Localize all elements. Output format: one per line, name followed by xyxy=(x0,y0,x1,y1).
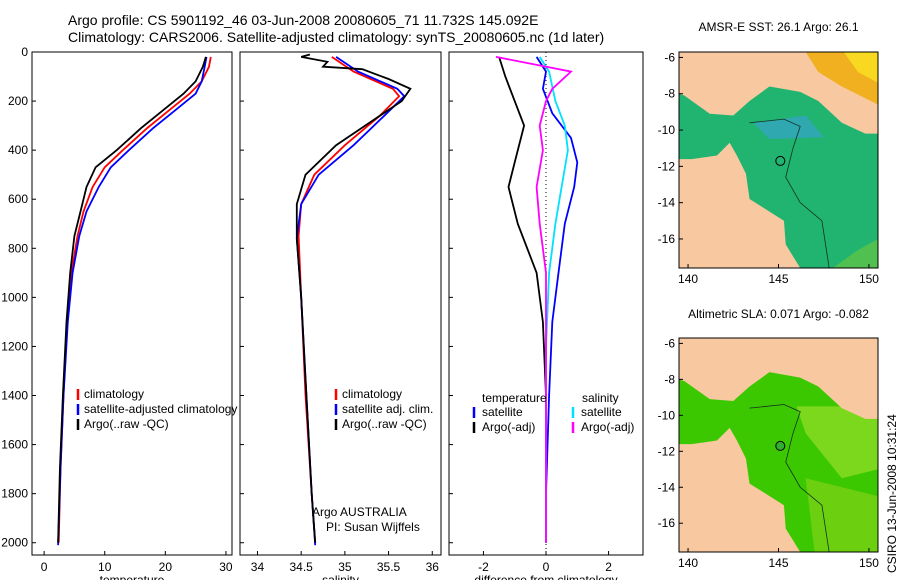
map-y-tick-label: -16 xyxy=(658,232,676,246)
salinity-panel: 34 34.5 35 35.5 36 salinity climatologysatelli… xyxy=(239,51,442,580)
plot-frame xyxy=(239,51,442,556)
map-x-tick-label: 150 xyxy=(859,556,879,570)
x-axis-label: temperature xyxy=(100,573,165,580)
x-tick-label: 2 xyxy=(605,560,612,574)
series-line-argorawqc xyxy=(295,53,412,543)
y-tick-label: 1000 xyxy=(1,290,28,304)
sla-map-panel: Altimetric SLA: 0.071 Argo: -0.082 140 145… xyxy=(658,307,880,570)
ocean-patch xyxy=(796,406,878,479)
map-y-tick-label: -16 xyxy=(658,516,676,530)
series-line-satelliteadjustedclimatology xyxy=(57,56,208,546)
warm-patch xyxy=(843,52,878,83)
legend-label: satellite-adjusted climatology xyxy=(84,402,237,416)
argo-float-marker xyxy=(775,155,786,166)
argo-label: Argo AUSTRALIA xyxy=(312,505,407,519)
legend-header: salinity xyxy=(582,391,619,405)
y-tick-label: 200 xyxy=(8,94,28,108)
x-axis-label: salinity xyxy=(322,573,359,580)
sst-map-panel: AMSR-E SST: 26.1 Argo: 26.1 140 145 150 -6 -8… xyxy=(658,20,880,286)
legend-label: satellite xyxy=(581,405,622,419)
x-tick-label: 35 xyxy=(338,560,352,574)
map-x-tick-label: 150 xyxy=(859,272,879,286)
x-tick-label: -2 xyxy=(478,560,489,574)
y-tick-label: 400 xyxy=(8,143,28,157)
contour-line xyxy=(749,404,830,553)
series-line-argoadj xyxy=(495,56,573,543)
x-tick-label: 20 xyxy=(159,560,173,574)
y-tick-label: 0 xyxy=(21,45,28,59)
y-tick-label: 1800 xyxy=(1,487,28,501)
ocean-patch xyxy=(832,238,878,268)
x-tick-label: 0 xyxy=(41,560,48,574)
legend-label: climatology xyxy=(342,387,402,401)
legend-label: satellite adj. clim. xyxy=(342,402,433,416)
ocean-patch xyxy=(753,115,824,140)
x-tick-label: 34 xyxy=(251,560,265,574)
map-title: Altimetric SLA: 0.071 Argo: -0.082 xyxy=(688,307,869,321)
map-y-tick-label: -10 xyxy=(658,123,676,137)
map-x-tick-label: 145 xyxy=(768,272,788,286)
map-x-tick-label: 140 xyxy=(678,272,698,286)
map-y-tick-label: -14 xyxy=(658,480,676,494)
temperature-panel: 0 10 20 30 0 200 400 600 800 1000 1200 1400 1600 1800… xyxy=(1,45,237,580)
argo-float-marker xyxy=(775,440,786,451)
land-australia xyxy=(679,142,801,268)
series-line-satellite xyxy=(535,56,579,543)
y-tick-label: 2000 xyxy=(1,536,28,550)
x-tick-label: 35.5 xyxy=(377,560,401,574)
contour-line xyxy=(749,118,830,269)
map-x-tick-label: 140 xyxy=(678,556,698,570)
plot-frame xyxy=(31,51,233,556)
land-australia xyxy=(679,427,801,552)
map-x-tick-label: 145 xyxy=(768,556,788,570)
pi-label: PI: Susan Wijffels xyxy=(326,520,420,534)
x-tick-label: 30 xyxy=(219,560,233,574)
legend-label: satellite xyxy=(482,405,523,419)
y-tick-label: 1600 xyxy=(1,438,28,452)
map-y-tick-label: -6 xyxy=(664,50,675,64)
map-y-tick-label: -8 xyxy=(664,372,675,386)
legend-label: Argo(-adj) xyxy=(482,420,535,434)
map-y-tick-label: -6 xyxy=(664,336,675,350)
map-y-tick-label: -10 xyxy=(658,408,676,422)
map-title: AMSR-E SST: 26.1 Argo: 26.1 xyxy=(698,20,858,34)
title-line-2: Climatology: CARS2006. Satellite-adjuste… xyxy=(68,29,605,45)
legend-header: temperature xyxy=(482,391,547,405)
y-tick-label: 1200 xyxy=(1,339,28,353)
legend-label: Argo(..raw -QC) xyxy=(84,417,169,431)
legend-label: climatology xyxy=(84,387,144,401)
legend-label: Argo(-adj) xyxy=(581,420,634,434)
ocean-patch xyxy=(805,478,878,552)
legend-label: Argo(..raw -QC) xyxy=(342,417,427,431)
x-tick-label: 0 xyxy=(543,560,550,574)
y-tick-label: 800 xyxy=(8,241,28,255)
map-y-tick-label: -14 xyxy=(658,196,676,210)
x-axis-label: difference from climatology xyxy=(474,573,617,580)
x-tick-label: 36 xyxy=(426,560,440,574)
map-y-tick-label: -8 xyxy=(664,87,675,101)
land-new-guinea xyxy=(679,338,878,419)
series-line-argorawqc xyxy=(57,56,207,543)
y-tick-label: 600 xyxy=(8,192,28,206)
argo-marker-fill xyxy=(775,441,785,451)
x-tick-label: 34.5 xyxy=(289,560,313,574)
map-y-tick-label: -12 xyxy=(658,444,676,458)
x-tick-label: 10 xyxy=(98,560,112,574)
series-line-satellite xyxy=(538,56,569,543)
map-y-tick-label: -12 xyxy=(658,159,676,173)
y-tick-label: 1400 xyxy=(1,389,28,403)
credit-label: CSIRO 13-Jun-2008 10:31:24 xyxy=(885,414,899,573)
title-line-1: Argo profile: CS 5901192_46 03-Jun-2008 … xyxy=(68,12,539,28)
